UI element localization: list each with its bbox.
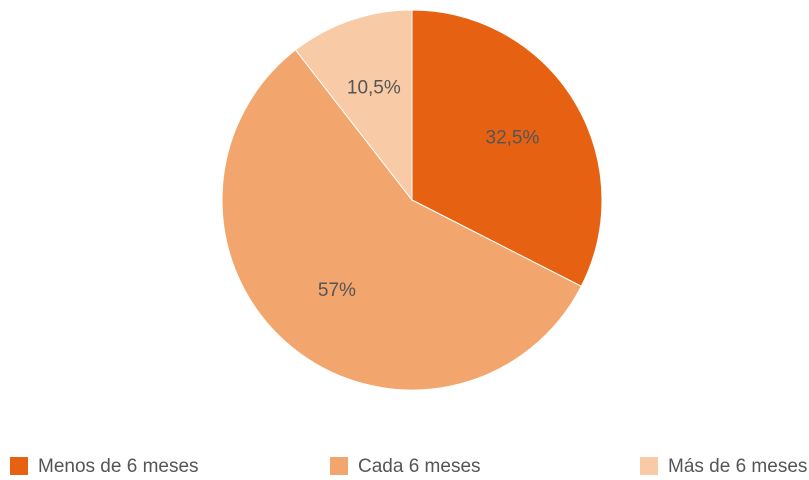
legend-label: Más de 6 meses xyxy=(668,456,807,477)
legend-label: Cada 6 meses xyxy=(358,456,481,477)
legend-swatch xyxy=(330,457,348,475)
pie-slice xyxy=(411,9,603,287)
slice-label: 32,5% xyxy=(486,127,540,148)
pie-slice xyxy=(221,49,582,391)
slice-label: 10,5% xyxy=(347,78,401,99)
pie-slice xyxy=(294,9,413,202)
legend-swatch xyxy=(640,457,658,475)
legend-label: Menos de 6 meses xyxy=(38,456,199,477)
legend-swatch xyxy=(10,457,28,475)
slice-label: 57% xyxy=(318,280,356,301)
